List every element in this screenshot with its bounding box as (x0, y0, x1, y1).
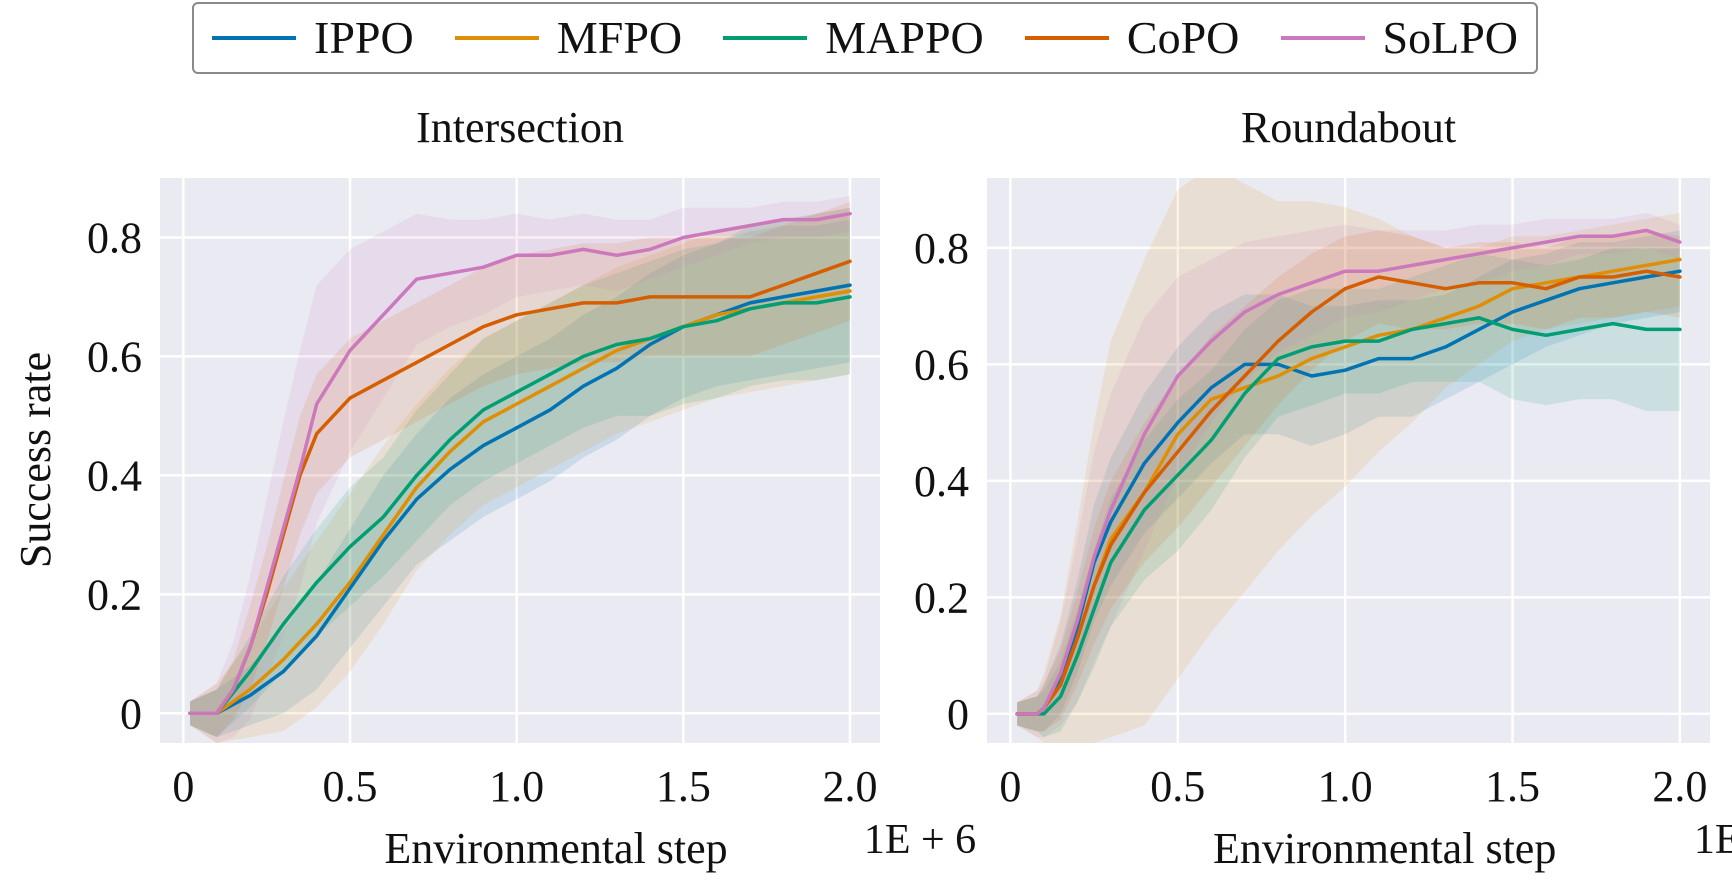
band-copo (190, 201, 850, 738)
legend-entry-solpo: SoLPO (1280, 4, 1518, 72)
chart-title: Intersection (416, 103, 624, 152)
x-scale-label: 1E + 6 (1694, 817, 1732, 863)
band-ippo (190, 207, 850, 738)
legend-entry-mappo: MAPPO (723, 4, 984, 72)
x-tick-label: 1.5 (1485, 762, 1540, 811)
x-tick-label: 0 (999, 762, 1021, 811)
x-axis-label: Environmental step (384, 824, 727, 873)
legend-label-mfpo: MFPO (556, 12, 683, 63)
x-tick-label: 0.5 (323, 762, 378, 811)
x-tick-label: 2.0 (1652, 762, 1707, 811)
plot-area-intersection (160, 178, 880, 743)
legend-label-ippo: IPPO (314, 12, 414, 63)
legend-swatch-ippo (212, 36, 296, 40)
chart-panel-roundabout: 0 0.5 1.0 1.5 2.0 0 0.2 0.4 0.6 0.8 Roundabout Envi… (914, 103, 1732, 873)
y-axis-label: Success rate (11, 352, 60, 568)
chart-panel-intersection: 0 0.5 1.0 1.5 2.0 0 0.2 0.4 0.6 0.8 Intersection En… (87, 103, 976, 873)
x-tick-label: 1.0 (1318, 762, 1373, 811)
legend-swatch-mfpo (454, 36, 539, 40)
legend-entry-copo: CoPO (1024, 4, 1240, 72)
x-axis-label: Environmental step (1213, 824, 1556, 873)
band-mfpo (1017, 178, 1680, 743)
series-group-roundabout (1015, 178, 1682, 743)
series-line-ippo (1015, 269, 1682, 716)
legend-swatch-copo (1024, 36, 1109, 40)
chart-title: Roundabout (1241, 103, 1456, 152)
legend: IPPO MFPO MAPPO CoPO SoLPO (192, 2, 1538, 74)
series-group-intersection (188, 195, 852, 743)
y-tick-label: 0 (120, 689, 142, 738)
y-tick-label: 0.8 (914, 224, 969, 273)
series-line-mappo (1015, 316, 1682, 716)
series-line-copo (1015, 269, 1682, 716)
y-tick-label: 0.4 (87, 451, 142, 500)
y-tick-label: 0.8 (87, 213, 142, 262)
x-scale-label: 1E + 6 (864, 817, 976, 863)
band-mfpo (190, 207, 850, 743)
legend-entry-ippo: IPPO (212, 4, 414, 72)
y-tick-label: 0 (947, 690, 969, 739)
y-tick-label: 0.4 (914, 457, 969, 506)
legend-swatch-mappo (723, 36, 808, 40)
x-tick-label: 0.5 (1150, 762, 1205, 811)
legend-label-mappo: MAPPO (825, 12, 984, 63)
y-tick-label: 0.6 (87, 332, 142, 381)
legend-label-copo: CoPO (1126, 12, 1240, 63)
legend-label-solpo: SoLPO (1382, 12, 1518, 63)
series-line-solpo (188, 211, 852, 716)
series-line-ippo (188, 283, 852, 716)
band-mappo (190, 219, 850, 738)
x-tick-label: 1.0 (489, 762, 544, 811)
band-mappo (1017, 247, 1680, 738)
band-solpo (1017, 212, 1680, 738)
x-tick-label: 1.5 (656, 762, 711, 811)
legend-entry-mfpo: MFPO (454, 4, 683, 72)
legend-swatch-solpo (1280, 36, 1365, 40)
y-tick-label: 0.2 (914, 573, 969, 622)
x-tick-label: 0 (172, 762, 194, 811)
x-tick-label: 2.0 (823, 762, 878, 811)
series-line-solpo (1015, 228, 1682, 716)
band-ippo (1017, 230, 1680, 732)
series-line-mappo (188, 295, 852, 716)
y-tick-label: 0.2 (87, 570, 142, 619)
series-line-mfpo (188, 289, 852, 716)
band-solpo (190, 195, 850, 743)
y-tick-label: 0.6 (914, 340, 969, 389)
